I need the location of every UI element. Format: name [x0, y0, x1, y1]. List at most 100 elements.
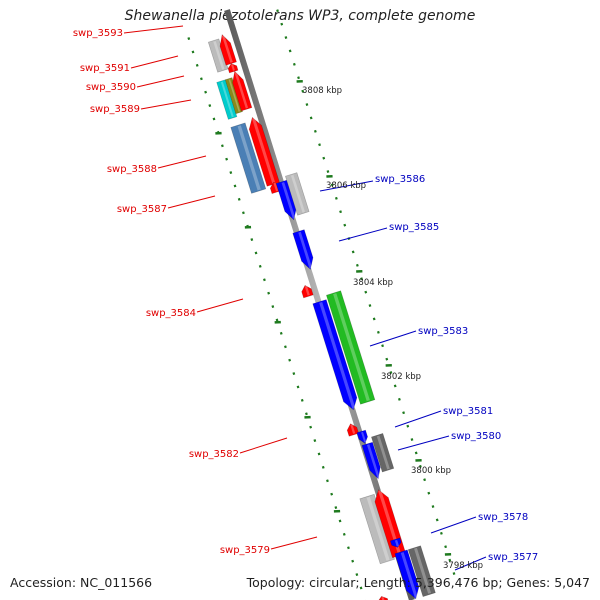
gene-feature[interactable] — [356, 429, 368, 444]
gene-feature[interactable] — [292, 229, 314, 270]
tick-mark — [200, 77, 203, 81]
leader-line — [130, 55, 179, 69]
gene-label[interactable]: swp_3588 — [107, 164, 157, 175]
gene-feature[interactable] — [285, 172, 310, 216]
gene-label[interactable]: swp_3578 — [478, 512, 528, 523]
gene-highlight — [237, 125, 261, 191]
gene-highlight — [281, 182, 296, 219]
tick-mark — [397, 397, 401, 401]
gene-feature[interactable] — [361, 441, 381, 480]
gene-feature[interactable] — [371, 433, 395, 473]
tick-mark — [297, 76, 300, 80]
leader-line — [454, 556, 487, 571]
tick-mark — [237, 197, 241, 201]
gene-label[interactable]: swp_3583 — [418, 326, 468, 337]
gene-highlight — [350, 424, 356, 434]
tick-mark — [258, 264, 262, 268]
tick-mark — [326, 479, 329, 483]
leader-line — [369, 330, 417, 347]
gene-label[interactable]: swp_3579 — [220, 545, 270, 556]
tick-mark — [347, 546, 350, 550]
tick-mark — [343, 223, 347, 227]
gene-label[interactable]: swp_3593 — [73, 28, 123, 39]
tick-mark — [351, 559, 355, 563]
gene-highlight — [252, 117, 276, 184]
kbp-label: 3806 kbp — [326, 181, 366, 191]
gene-label[interactable]: swp_3586 — [375, 174, 425, 185]
tick-mark — [208, 104, 212, 107]
gene-highlight — [290, 174, 305, 213]
tick-mark — [267, 291, 271, 295]
gene-label[interactable]: swp_3589 — [90, 104, 140, 115]
gene-highlight — [273, 182, 279, 192]
gene-label[interactable]: swp_3590 — [86, 82, 136, 93]
gene-label[interactable]: swp_3591 — [80, 63, 130, 74]
label-leader-lines — [123, 25, 487, 571]
gene-label[interactable]: swp_3582 — [189, 449, 239, 460]
gene-feature[interactable] — [275, 179, 297, 221]
gene-label[interactable]: swp_3587 — [117, 204, 167, 215]
gene-feature[interactable] — [207, 38, 229, 73]
gene-highlight — [361, 431, 367, 443]
gene-feature[interactable] — [227, 63, 239, 74]
tick-mark — [338, 519, 342, 523]
gene-feature[interactable] — [301, 284, 314, 299]
tick-mark — [276, 9, 279, 13]
gene-label[interactable]: swp_3584 — [146, 308, 196, 319]
gene-highlight — [304, 285, 310, 296]
leader-line — [430, 516, 477, 534]
tick-mark — [305, 103, 309, 106]
gene-highlight — [220, 81, 234, 118]
tick-mark — [414, 451, 418, 455]
tick-mark — [284, 345, 287, 349]
gene-feature[interactable] — [216, 79, 238, 120]
tick-mark — [410, 438, 414, 441]
tick-mark — [389, 371, 393, 374]
gene-highlight — [378, 490, 402, 555]
gene-highlight — [376, 435, 390, 470]
leader-line — [394, 410, 442, 428]
tick-mark — [292, 372, 296, 375]
gene-feature[interactable] — [224, 77, 243, 115]
tick-mark — [334, 506, 338, 509]
tick-mark — [233, 184, 237, 188]
tick-mark — [309, 116, 313, 120]
gene-feature[interactable] — [407, 545, 436, 597]
tick-mark — [300, 398, 304, 402]
tick-mark — [448, 558, 452, 562]
tick-mark — [431, 505, 435, 508]
gene-highlight — [381, 596, 385, 600]
tick-mark — [301, 89, 305, 93]
gene-label[interactable]: swp_3585 — [389, 222, 439, 233]
gene-feature[interactable] — [378, 596, 389, 600]
gene-feature[interactable] — [312, 299, 358, 411]
kbp-label: 3802 kbp — [381, 372, 421, 382]
leader-line — [319, 180, 374, 192]
gene-label[interactable]: swp_3580 — [451, 431, 501, 442]
gene-feature[interactable] — [219, 33, 237, 66]
gene-feature[interactable] — [232, 70, 253, 112]
tick-mark — [292, 62, 296, 66]
gene-feature[interactable] — [389, 537, 402, 548]
leader-line — [136, 75, 185, 88]
gene-feature[interactable] — [326, 290, 376, 405]
gene-label[interactable]: swp_3581 — [443, 406, 493, 417]
leader-line — [196, 298, 244, 313]
kbp-label: 3798 kbp — [443, 561, 483, 571]
gene-feature[interactable] — [394, 549, 420, 600]
gene-feature[interactable] — [346, 423, 360, 437]
tick-marks — [187, 9, 456, 600]
tick-mark — [321, 465, 325, 469]
tick-mark — [364, 290, 368, 294]
gene-highlight — [234, 71, 249, 109]
tick-mark — [423, 478, 426, 482]
tick-mark — [322, 156, 326, 160]
gene-label[interactable]: swp_3577 — [488, 552, 538, 563]
gene-feature[interactable] — [230, 122, 267, 194]
tick-mark — [250, 238, 254, 241]
tick-mark — [402, 411, 405, 415]
tick-mark — [284, 36, 288, 39]
tick-mark — [444, 545, 447, 549]
gene-feature[interactable] — [359, 493, 395, 565]
